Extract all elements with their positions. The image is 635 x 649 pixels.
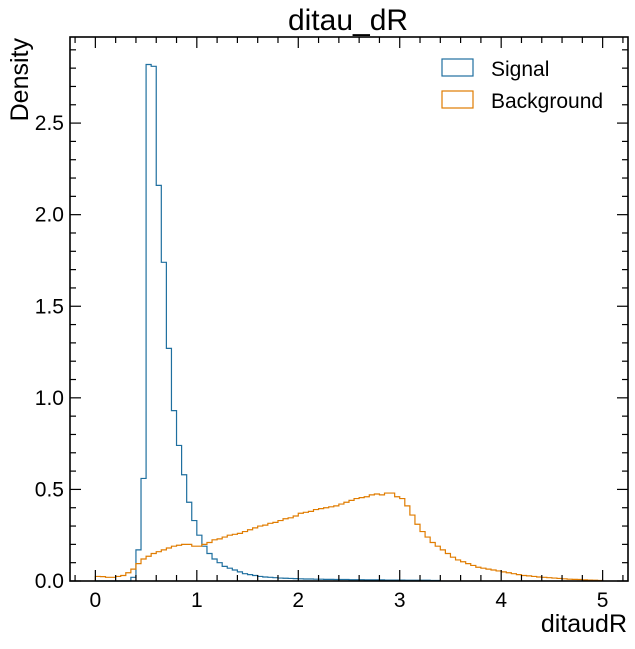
x-tick-label: 4 xyxy=(495,589,507,612)
legend-label-signal: Signal xyxy=(491,58,549,81)
x-axis-title: ditaudR xyxy=(541,610,627,638)
legend-swatch-signal xyxy=(441,58,474,77)
x-tick-label: 5 xyxy=(597,589,609,612)
legend-swatch-background xyxy=(441,90,474,109)
plot-area: 0 1 2 3 4 5 0.0 0.5 1.0 1.5 2.0 2.5 Signal Background xyxy=(35,36,629,612)
x-tick-label: 0 xyxy=(90,589,102,612)
series-line-background xyxy=(94,492,604,582)
x-tick-label: 3 xyxy=(394,589,406,612)
y-tick-label: 0.0 xyxy=(35,570,64,593)
y-tick-label: 1.5 xyxy=(35,295,64,318)
legend-label-background: Background xyxy=(491,90,603,113)
chart-title: ditau_dR xyxy=(288,4,408,37)
x-tick-label: 2 xyxy=(292,589,304,612)
y-tick-label: 2.0 xyxy=(35,204,64,227)
y-tick-label: 2.5 xyxy=(35,112,64,135)
x-tick-label: 1 xyxy=(191,589,203,612)
series-line-signal xyxy=(95,63,441,582)
y-tick-label: 0.5 xyxy=(35,478,64,501)
plot-frame xyxy=(69,36,629,582)
y-tick-label: 1.0 xyxy=(35,387,64,410)
y-axis-title: Density xyxy=(6,38,34,122)
